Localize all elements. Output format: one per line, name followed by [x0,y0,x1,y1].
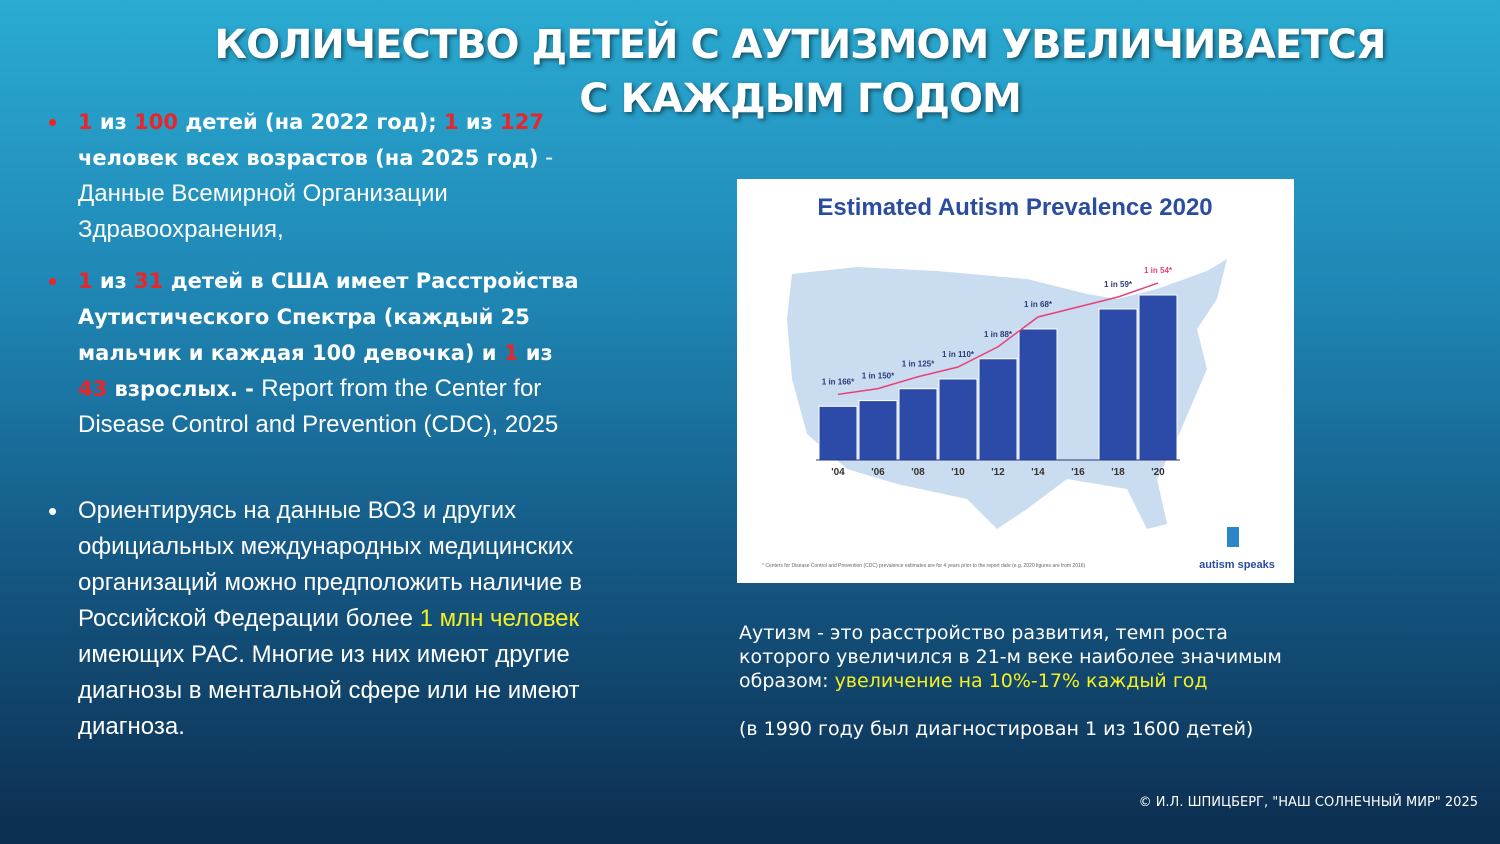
text-run: Report from the Center for Disease Contr… [78,375,559,438]
bullet: • 1 из 100 детей (на 2022 год); 1 из 127 … [48,104,583,248]
value-label: 1 in 88* [984,330,1013,339]
slide-title: КОЛИЧЕСТВО ДЕТЕЙ С АУТИЗМОМ УВЕЛИЧИВАЕТС… [214,22,1386,68]
text-run: из [518,341,553,365]
x-tick-label: '08 [911,467,925,478]
text-run: детей (на 2022 год); [178,110,444,134]
bar [1098,308,1138,461]
chart-title: Estimated Autism Prevalence 2020 [817,194,1212,221]
value-label: 1 in 110* [942,350,975,359]
text-run: увеличение на 10%-17% каждый год [834,670,1208,692]
text-run: 1 млн человек [419,605,580,632]
x-tick-label: '16 [1071,467,1085,478]
bar [1018,328,1058,461]
text-run: взрослых. - [107,377,262,401]
logo-icon [1227,527,1239,547]
x-tick-label: '14 [1031,467,1045,478]
x-tick-label: '18 [1111,467,1125,478]
bullet: • 1 из 31 детей в США имеет Расстройства … [48,263,583,443]
x-tick-label: '20 [1151,467,1165,478]
text-run: - Данные Всемирной Организации Здравоохр… [78,144,554,243]
x-tick-label: '04 [831,467,845,478]
chart-image: Estimated Autism Prevalence 2020 * Cente… [737,179,1294,583]
x-tick-label: '10 [951,467,965,478]
value-label: 1 in 68* [1024,300,1053,309]
value-label: 1 in 125* [902,360,935,369]
text-run: 1 [503,341,519,365]
bullet-dot: • [48,266,58,296]
bullet: • Ориентируясь на данные ВОЗ и других офи… [48,493,583,745]
text-run: имеющих РАС. Многие из них имеют другие … [78,641,580,740]
text-run: из [92,269,135,293]
text-run: 1 [78,110,93,134]
value-label: 1 in 54* [1144,266,1173,275]
caption: Аутизм - это расстройство развития, темп… [739,621,1299,693]
text-run: из [458,110,501,134]
trend-line [837,282,1159,396]
x-tick-label: '12 [991,467,1005,478]
value-label: 1 in 59* [1104,280,1133,289]
bar [938,378,978,461]
text-run: (в 1990 году был диагностирован 1 из 160… [739,718,1254,740]
text-run: 100 [134,110,179,134]
bullet-dot: • [48,107,58,137]
text-run: 1 [443,110,459,134]
text-run: детей в США имеет Расстройства Аутистиче… [78,269,579,365]
footer: © И.Л. ШПИЦБЕРГ, "НАШ СОЛНЕЧНЫЙ МИР" 202… [1138,795,1478,810]
x-tick-label: '06 [871,467,885,478]
caption: (в 1990 году был диагностирован 1 из 160… [739,717,1299,741]
bar [858,400,898,461]
text-run: Аутизм - это расстройство развития, темп… [739,622,1282,692]
text-run: из [92,110,135,134]
text-run: 127 [500,110,544,134]
bar [818,405,858,461]
value-label: 1 in 166* [822,377,855,386]
bullet-dot: • [48,496,58,526]
value-label: 1 in 150* [862,372,895,381]
slide-title: С КАЖДЫМ ГОДОМ [579,76,1022,122]
text-run: Ориентируясь на данные ВОЗ и других офиц… [78,497,583,632]
logo-text: autism speaks [1199,559,1275,571]
chart-footnote: * Centers for Disease Control and Preven… [762,563,1086,569]
text-run: 1 [78,269,93,293]
bar [1138,294,1178,461]
text-run: 31 [134,269,164,293]
bar [978,358,1018,461]
bar [898,388,938,461]
text-run: человек всех возрастов (на 2025 год) [78,146,539,170]
text-run: 43 [78,377,108,401]
